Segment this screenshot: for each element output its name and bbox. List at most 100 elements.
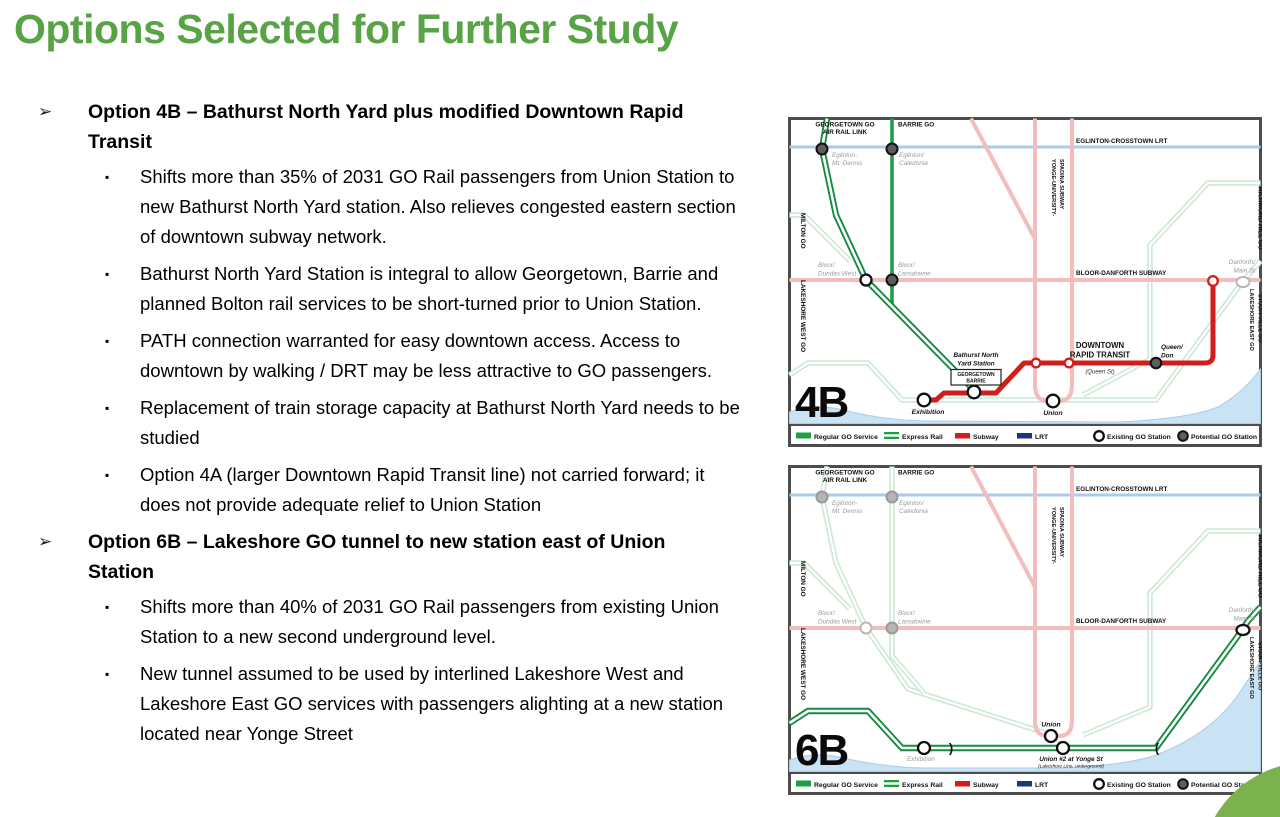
station-eglinton-caledonia: [885, 142, 899, 156]
tunnel-portal-west: ): [949, 741, 953, 756]
arrow-bullet-icon: ➢: [38, 532, 53, 551]
transit-map-6b: ) ( GEORGETOWN GO AIR RAIL LINK BARRIE G…: [788, 465, 1262, 795]
legend-express-rail-label: Express Rail: [902, 782, 943, 789]
label-queen-don: Don: [1161, 353, 1174, 360]
label-air-rail-link: AIR RAIL LINK: [823, 477, 868, 484]
square-bullet-icon: ▪: [105, 170, 110, 184]
map-labels: GEORGETOWN GO AIR RAIL LINK BARRIE GO EG…: [795, 470, 1262, 776]
station-lansdowne: [885, 273, 899, 287]
label-lansdowne: Lansdowne: [898, 619, 931, 626]
label-caledonia: Caledonia: [899, 160, 928, 167]
label-stouffville-go: STOUFFVILLE GO: [1257, 294, 1263, 343]
label-union-2: Union #2 at Yonge St: [1039, 756, 1103, 763]
list-item: ▪ Shifts more than 35% of 2031 GO Rail p…: [0, 162, 775, 252]
label-box-georgetown: GEORGETOWN: [957, 372, 995, 378]
label-danforth-main: Danforth/: [1229, 607, 1257, 614]
transit-map-4b: GEORGETOWN GO AIR RAIL LINK BARRIE GO EG…: [788, 117, 1262, 447]
station-exhibition: [916, 740, 932, 756]
label-yus-subway: YONGE-UNIVERSITY-: [1050, 159, 1056, 216]
square-bullet-icon: ▪: [105, 667, 110, 681]
sub-bullet-text: Replacement of train storage capacity at…: [140, 397, 740, 448]
station-lansdowne: [885, 621, 899, 635]
label-caledonia: Eglinton/: [899, 152, 925, 159]
list-item: ▪ Replacement of train storage capacity …: [0, 393, 775, 453]
list-item: ▪ Bathurst North Yard Station is integra…: [0, 259, 775, 319]
square-bullet-icon: ▪: [105, 600, 110, 614]
station-exhibition: [916, 392, 932, 408]
sub-bullet-text: Bathurst North Yard Station is integral …: [140, 263, 719, 314]
list-item: ▪ New tunnel assumed to be used by inter…: [0, 659, 775, 749]
label-bloor-danforth: BLOOR-DANFORTH SUBWAY: [1076, 618, 1167, 625]
lake-shoreline: [789, 367, 1261, 424]
station-union: [1043, 728, 1059, 744]
sub-bullet-text: Shifts more than 35% of 2031 GO Rail pas…: [140, 166, 736, 247]
label-downtown-rapid-transit: RAPID TRANSIT: [1070, 351, 1130, 360]
legend-subway-swatch: [955, 781, 970, 787]
label-stouffville-go: STOUFFVILLE GO: [1257, 642, 1263, 691]
legend-lrt-label: LRT: [1035, 782, 1049, 789]
label-lansdowne: Bloor/: [898, 610, 916, 617]
legend-potential-station-swatch: [1177, 430, 1189, 442]
bullet-list: ➢ Option 4B – Bathurst North Yard plus m…: [0, 97, 775, 756]
legend-regular-go-label: Regular GO Service: [814, 782, 878, 789]
list-item: ▪ Option 4A (larger Downtown Rapid Trans…: [0, 460, 775, 520]
label-bloor-danforth: BLOOR-DANFORTH SUBWAY: [1076, 270, 1167, 277]
map-legend: Regular GO Service Express Rail Subway L…: [789, 772, 1261, 790]
label-barrie-go: BARRIE GO: [898, 470, 934, 477]
square-bullet-icon: ▪: [105, 401, 110, 415]
stations: [815, 142, 1251, 409]
label-yus-subway: SPADINA SUBWAY: [1058, 159, 1064, 209]
label-union-2-note: (Lakeshore Line, underground): [1038, 764, 1104, 770]
label-dundas-west: Dundas West: [818, 271, 856, 278]
legend-lrt-swatch: [1017, 433, 1032, 439]
label-mt-dennis: Mt. Dennis: [832, 160, 863, 167]
label-bathurst-north-yard: Yard Station: [957, 361, 994, 368]
label-eglinton-lrt: EGLINTON-CROSSTOWN LRT: [1076, 138, 1167, 145]
label-dundas-west: Bloor/: [818, 610, 836, 617]
label-downtown-rapid-transit: DOWNTOWN: [1076, 341, 1125, 350]
legend-potential-station-swatch: [1177, 778, 1189, 790]
label-danforth-main: Main St: [1233, 268, 1255, 275]
station-danforth-main: [1235, 623, 1251, 637]
legend-regular-go-swatch: [796, 780, 811, 787]
label-milton-go: MILTON GO: [799, 213, 806, 249]
map-badge-6b: 6B: [795, 726, 847, 775]
label-caledonia: Caledonia: [899, 508, 928, 515]
label-richmond-hill-go: RICHMOND HILL GO: [1257, 535, 1263, 598]
page-title: Options Selected for Further Study: [14, 6, 679, 52]
option-4b-heading: Option 4B – Bathurst North Yard plus mod…: [88, 101, 684, 153]
station-drt-danforth: [1207, 275, 1219, 287]
legend-potential-station-label: Potential GO Station: [1191, 434, 1257, 441]
label-eglinton-lrt: EGLINTON-CROSSTOWN LRT: [1076, 486, 1167, 493]
legend-subway-swatch: [955, 433, 970, 439]
legend-existing-station-swatch: [1093, 778, 1105, 790]
label-queen-don: Queen/: [1161, 344, 1184, 351]
georgetown-barrie-callout-box: [950, 368, 1002, 386]
station-union-2: [1055, 740, 1071, 756]
tunnel-portal-east: (: [1155, 741, 1160, 756]
label-lakeshore-west-go: LAKESHORE WEST GO: [799, 280, 806, 352]
station-bathurst-north-yard: [966, 384, 982, 400]
sub-bullet-text: New tunnel assumed to be used by interli…: [140, 663, 724, 744]
legend-existing-station-label: Existing GO Station: [1107, 782, 1171, 789]
label-danforth-main: Main St: [1233, 616, 1255, 623]
list-item-option-6b: ➢ Option 6B – Lakeshore GO tunnel to new…: [0, 527, 775, 587]
label-union: Union: [1041, 722, 1060, 729]
station-drt-university: [1030, 357, 1042, 369]
station-dundas-west: [859, 621, 873, 635]
label-lakeshore-east-go: LAKESHORE EAST GO: [1248, 637, 1254, 699]
legend-existing-station-label: Existing GO Station: [1107, 434, 1171, 441]
label-mt-dennis: Mt. Dennis: [832, 508, 863, 515]
label-bathurst-north-yard: Bathurst North: [953, 352, 998, 359]
label-air-rail-link: AIR RAIL LINK: [823, 129, 868, 136]
label-lansdowne: Lansdowne: [898, 271, 931, 278]
station-eglinton-mt-dennis: [815, 490, 829, 504]
map-figures: GEORGETOWN GO AIR RAIL LINK BARRIE GO EG…: [788, 117, 1262, 795]
lakeshore-tunnel-express-line: [788, 604, 1262, 752]
map-legend: Regular GO Service Express Rail Subway L…: [789, 424, 1261, 442]
legend-subway-label: Subway: [973, 434, 999, 441]
legend-lrt-swatch: [1017, 781, 1032, 787]
station-drt-yonge: [1063, 357, 1075, 369]
station-danforth-main: [1235, 276, 1251, 288]
